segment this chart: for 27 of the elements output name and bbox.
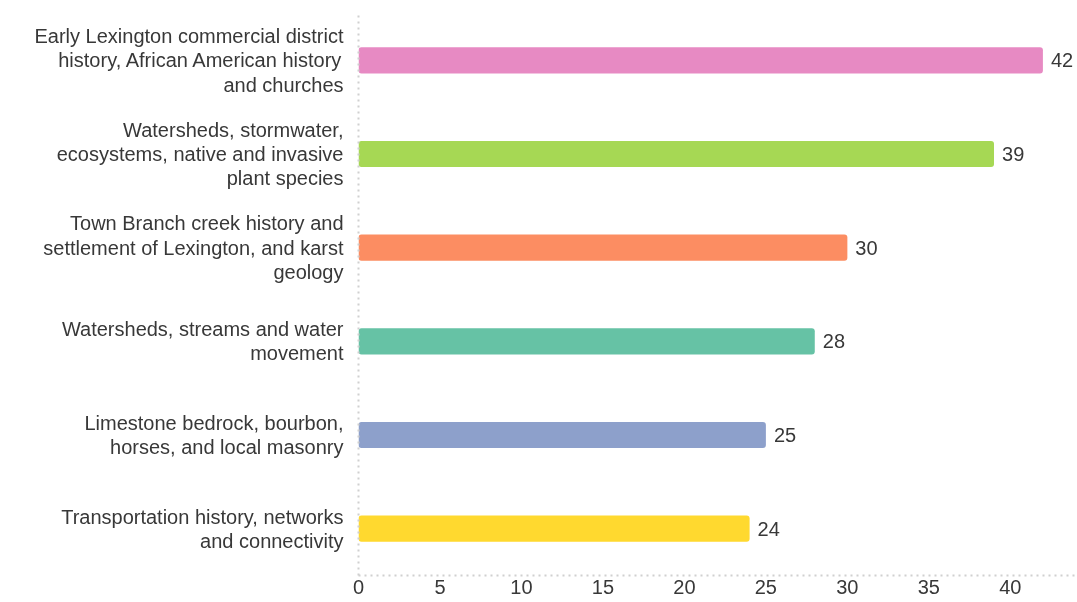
x-tick-label: 5 [434,575,446,598]
data-label: 28 [822,330,846,353]
bar [358,140,995,168]
y-tick-label: Watersheds, stormwater, ecosystems, native and invasive plant species [56,118,344,190]
bar [358,328,815,355]
bar [358,47,1043,74]
x-tick-label: 30 [836,575,859,598]
y-tick-label: Town Branch creek history and settlement of Lexington, and karst geology [43,212,344,283]
y-tick-label: Limestone bedrock, bourbon, horses, and local masonry [84,411,344,459]
bar [358,234,848,261]
y-tick-label: Early Lexington commercial district history, African American history and churches [34,25,344,96]
y-tick-label: Watersheds, streams and water movement [61,318,344,365]
bar [358,421,766,449]
x-tick-label: 25 [754,575,778,598]
x-tick-label: 0 [352,575,365,598]
data-label: 30 [855,236,878,259]
bar [358,515,750,542]
x-tick-label: 15 [591,575,615,598]
x-tick-label: 40 [999,575,1022,598]
x-tick-label: 20 [673,575,696,598]
data-label: 24 [757,517,780,540]
data-label: 25 [773,424,797,446]
data-label: 42 [1050,49,1074,72]
y-tick-label: Transportation history, networks and connectivity [61,505,344,552]
x-tick-label: 35 [917,575,940,598]
x-tick-label: 10 [510,575,533,598]
data-label: 39 [1002,143,1025,165]
